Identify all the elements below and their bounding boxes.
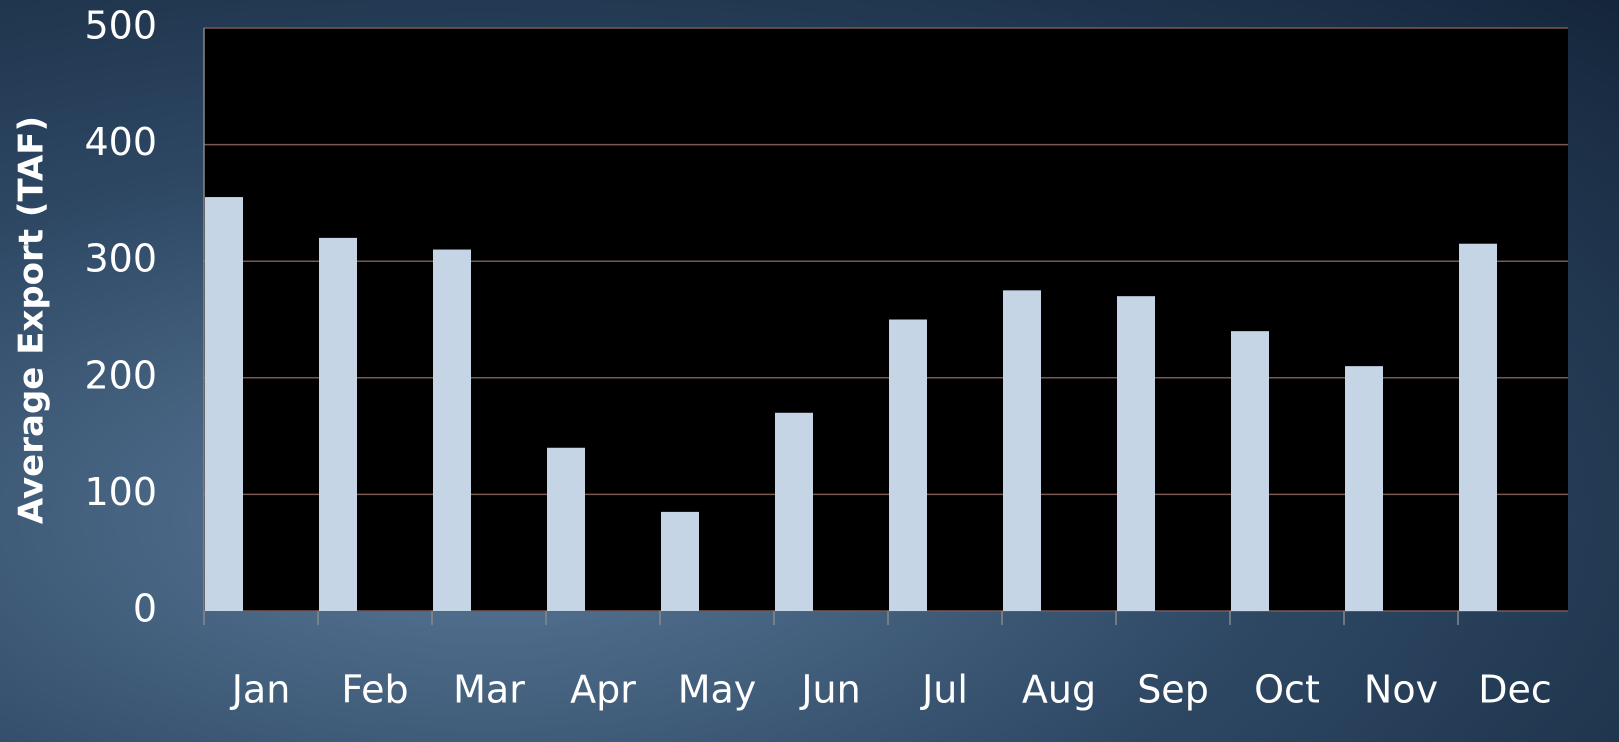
- bar: [775, 412, 813, 611]
- y-axis-title: Average Export (TAF): [12, 116, 52, 524]
- bar: [547, 447, 585, 611]
- x-tick-label: Oct: [1254, 668, 1320, 712]
- y-tick-label: 0: [133, 587, 157, 631]
- x-tick-label: May: [678, 668, 757, 712]
- y-tick-label: 200: [84, 353, 157, 397]
- x-tick-label: Sep: [1137, 668, 1209, 712]
- bar: [889, 319, 927, 611]
- bar: [661, 511, 699, 611]
- y-tick-label: 400: [84, 120, 157, 164]
- x-tick-label: Feb: [341, 668, 408, 712]
- plot-area: [204, 28, 1568, 611]
- x-tick-label: Nov: [1364, 668, 1438, 712]
- x-tick-label: Jun: [799, 668, 860, 712]
- bar: [1003, 290, 1041, 611]
- bar: [1117, 296, 1155, 611]
- x-tick-label: Jan: [230, 668, 291, 712]
- bar: [1459, 243, 1497, 611]
- x-tick-label: Apr: [570, 668, 636, 712]
- y-tick-label: 100: [84, 470, 157, 514]
- bar: [319, 237, 357, 611]
- bar: [205, 197, 243, 611]
- bar: [433, 249, 471, 612]
- bar: [1231, 331, 1269, 611]
- bar: [1345, 366, 1383, 611]
- y-tick-label: 300: [84, 237, 157, 281]
- x-tick-label: Dec: [1478, 668, 1552, 712]
- x-tick-label: Mar: [453, 668, 525, 712]
- x-tick-label: Aug: [1022, 668, 1096, 712]
- x-tick-label: Jul: [920, 668, 968, 712]
- y-tick-label: 500: [84, 4, 157, 48]
